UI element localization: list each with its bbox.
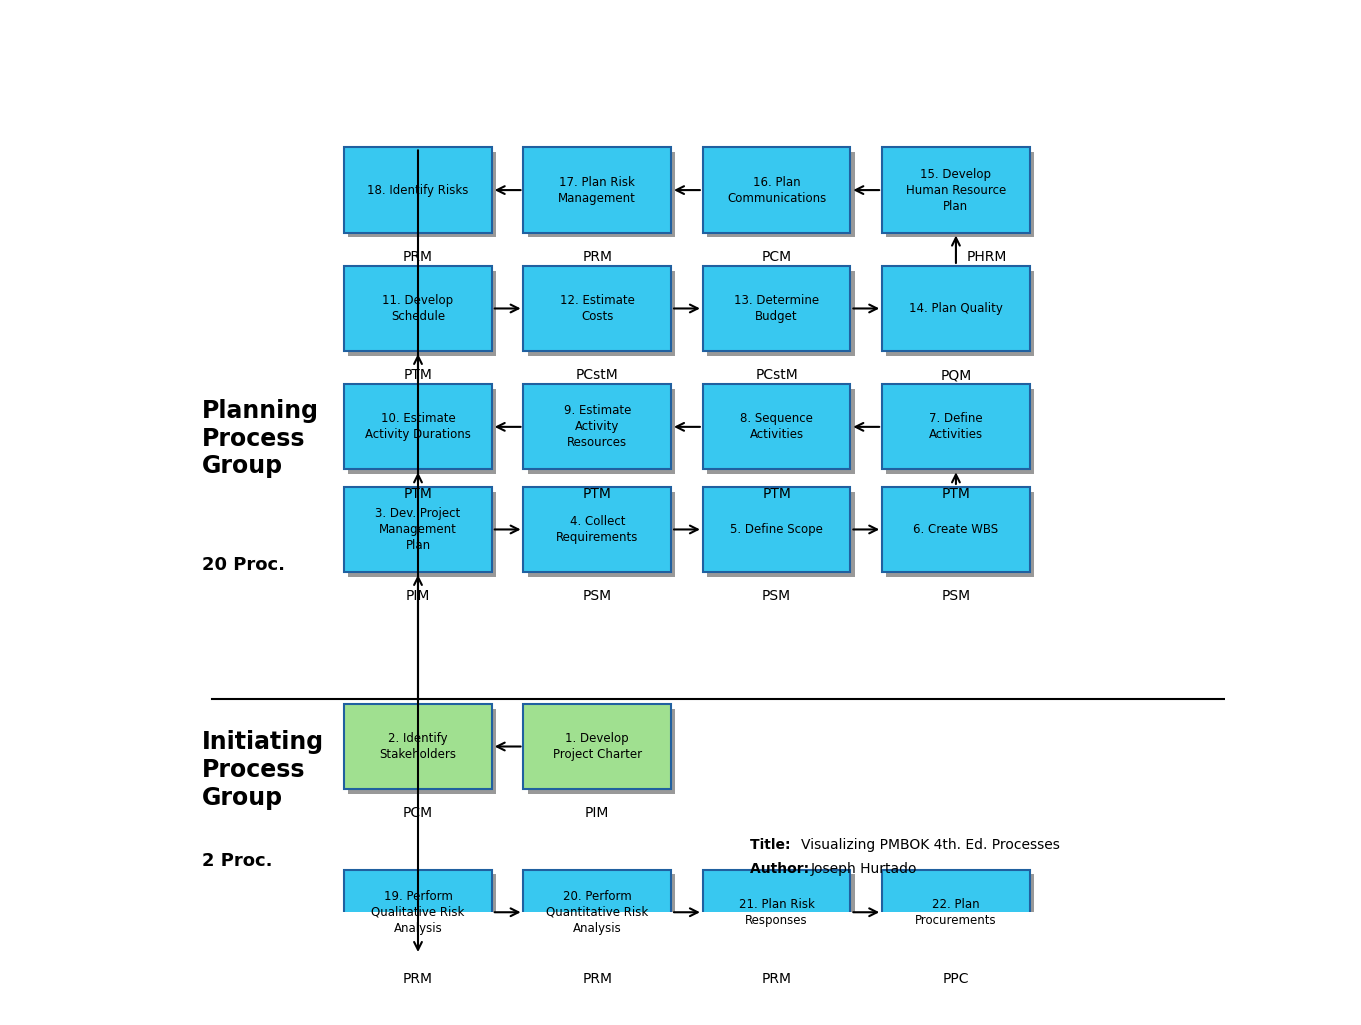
Text: PIM: PIM xyxy=(585,807,610,820)
Text: 18. Identify Risks: 18. Identify Risks xyxy=(367,183,468,197)
FancyBboxPatch shape xyxy=(706,492,855,577)
FancyBboxPatch shape xyxy=(344,704,491,789)
Text: 22. Plan
Procurements: 22. Plan Procurements xyxy=(915,898,996,927)
FancyBboxPatch shape xyxy=(528,708,675,793)
Text: Title:: Title: xyxy=(750,838,796,852)
FancyBboxPatch shape xyxy=(702,148,851,233)
FancyBboxPatch shape xyxy=(886,271,1034,356)
Text: Planning
Process
Group: Planning Process Group xyxy=(201,399,318,479)
FancyBboxPatch shape xyxy=(528,874,675,959)
FancyBboxPatch shape xyxy=(344,265,491,352)
Text: PIM: PIM xyxy=(406,589,430,604)
Text: 19. Perform
Qualitative Risk
Analysis: 19. Perform Qualitative Risk Analysis xyxy=(372,890,464,935)
FancyBboxPatch shape xyxy=(344,148,491,233)
Text: PTM: PTM xyxy=(942,487,970,501)
Text: PTM: PTM xyxy=(404,487,433,501)
Text: 1. Develop
Project Charter: 1. Develop Project Charter xyxy=(553,732,642,761)
Text: PHRM: PHRM xyxy=(966,250,1007,264)
Text: 4. Collect
Requirements: 4. Collect Requirements xyxy=(557,515,638,544)
Text: 17. Plan Risk
Management: 17. Plan Risk Management xyxy=(558,175,636,205)
FancyBboxPatch shape xyxy=(882,148,1030,233)
FancyBboxPatch shape xyxy=(886,152,1034,238)
Text: 11. Develop
Schedule: 11. Develop Schedule xyxy=(382,294,453,323)
FancyBboxPatch shape xyxy=(882,384,1030,469)
FancyBboxPatch shape xyxy=(348,271,495,356)
Text: Author:: Author: xyxy=(750,862,814,875)
Text: PRM: PRM xyxy=(583,250,612,264)
FancyBboxPatch shape xyxy=(702,265,851,352)
FancyBboxPatch shape xyxy=(882,265,1030,352)
Text: 10. Estimate
Activity Durations: 10. Estimate Activity Durations xyxy=(365,412,471,442)
FancyBboxPatch shape xyxy=(706,271,855,356)
FancyBboxPatch shape xyxy=(348,708,495,793)
Text: Joseph Hurtado: Joseph Hurtado xyxy=(810,862,917,875)
FancyBboxPatch shape xyxy=(524,148,671,233)
Text: PSM: PSM xyxy=(583,589,612,604)
FancyBboxPatch shape xyxy=(706,152,855,238)
Text: PPC: PPC xyxy=(943,973,969,986)
Text: Visualizing PMBOK 4th. Ed. Processes: Visualizing PMBOK 4th. Ed. Processes xyxy=(800,838,1060,852)
FancyBboxPatch shape xyxy=(886,874,1034,959)
Text: PRM: PRM xyxy=(583,973,612,986)
FancyBboxPatch shape xyxy=(706,874,855,959)
Text: 12. Estimate
Costs: 12. Estimate Costs xyxy=(559,294,634,323)
Text: 3. Dev. Project
Management
Plan: 3. Dev. Project Management Plan xyxy=(376,507,460,552)
Text: 6. Create WBS: 6. Create WBS xyxy=(913,523,999,536)
Text: PTM: PTM xyxy=(583,487,611,501)
FancyBboxPatch shape xyxy=(348,874,495,959)
Text: PRM: PRM xyxy=(762,973,792,986)
Text: PCstM: PCstM xyxy=(576,368,619,382)
Text: 8. Sequence
Activities: 8. Sequence Activities xyxy=(740,412,813,442)
Text: 21. Plan Risk
Responses: 21. Plan Risk Responses xyxy=(739,898,814,927)
FancyBboxPatch shape xyxy=(348,152,495,238)
FancyBboxPatch shape xyxy=(702,384,851,469)
Text: 7. Define
Activities: 7. Define Activities xyxy=(928,412,983,442)
FancyBboxPatch shape xyxy=(344,384,491,469)
Text: PCstM: PCstM xyxy=(755,368,798,382)
Text: 16. Plan
Communications: 16. Plan Communications xyxy=(727,175,826,205)
Text: 14. Plan Quality: 14. Plan Quality xyxy=(909,302,1003,315)
Text: PCM: PCM xyxy=(762,250,792,264)
Text: PCM: PCM xyxy=(403,807,433,820)
FancyBboxPatch shape xyxy=(348,492,495,577)
Text: 13. Determine
Budget: 13. Determine Budget xyxy=(734,294,819,323)
FancyBboxPatch shape xyxy=(882,487,1030,572)
FancyBboxPatch shape xyxy=(344,487,491,572)
FancyBboxPatch shape xyxy=(706,388,855,475)
Text: PQM: PQM xyxy=(940,368,972,382)
Text: 2 Proc.: 2 Proc. xyxy=(201,852,272,870)
Text: 5. Define Scope: 5. Define Scope xyxy=(731,523,823,536)
Text: PTM: PTM xyxy=(404,368,433,382)
Text: PTM: PTM xyxy=(762,487,791,501)
Text: PRM: PRM xyxy=(403,250,433,264)
Text: PRM: PRM xyxy=(403,973,433,986)
Text: 20. Perform
Quantitative Risk
Analysis: 20. Perform Quantitative Risk Analysis xyxy=(546,890,648,935)
FancyBboxPatch shape xyxy=(528,492,675,577)
FancyBboxPatch shape xyxy=(528,388,675,475)
FancyBboxPatch shape xyxy=(344,869,491,955)
FancyBboxPatch shape xyxy=(524,384,671,469)
Text: 20 Proc.: 20 Proc. xyxy=(201,556,284,574)
Text: PSM: PSM xyxy=(762,589,791,604)
FancyBboxPatch shape xyxy=(886,492,1034,577)
FancyBboxPatch shape xyxy=(528,271,675,356)
FancyBboxPatch shape xyxy=(702,869,851,955)
FancyBboxPatch shape xyxy=(348,388,495,475)
FancyBboxPatch shape xyxy=(524,265,671,352)
FancyBboxPatch shape xyxy=(882,869,1030,955)
Text: 2. Identify
Stakeholders: 2. Identify Stakeholders xyxy=(380,732,456,761)
FancyBboxPatch shape xyxy=(886,388,1034,475)
Text: 9. Estimate
Activity
Resources: 9. Estimate Activity Resources xyxy=(563,404,632,449)
FancyBboxPatch shape xyxy=(524,704,671,789)
Text: PSM: PSM xyxy=(942,589,970,604)
Text: 15. Develop
Human Resource
Plan: 15. Develop Human Resource Plan xyxy=(906,167,1006,212)
FancyBboxPatch shape xyxy=(524,487,671,572)
FancyBboxPatch shape xyxy=(524,869,671,955)
FancyBboxPatch shape xyxy=(702,487,851,572)
Text: Initiating
Process
Group: Initiating Process Group xyxy=(201,731,324,810)
FancyBboxPatch shape xyxy=(528,152,675,238)
